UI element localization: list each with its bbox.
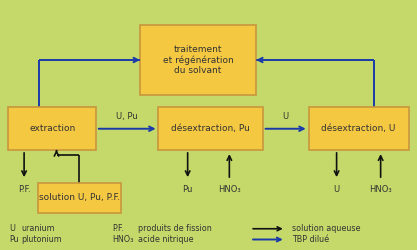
FancyBboxPatch shape	[38, 182, 121, 212]
Text: P.F.: P.F.	[18, 185, 30, 194]
Text: solution aqueuse: solution aqueuse	[292, 224, 360, 233]
Text: traitement
et régénération
du solvant: traitement et régénération du solvant	[163, 45, 234, 75]
Text: extraction: extraction	[29, 124, 75, 133]
Text: P.F.: P.F.	[113, 224, 124, 233]
Text: plutonium: plutonium	[22, 235, 63, 244]
FancyBboxPatch shape	[140, 25, 256, 95]
Text: acide nitrique: acide nitrique	[138, 235, 193, 244]
Text: produits de fission: produits de fission	[138, 224, 211, 233]
Text: uranium: uranium	[22, 224, 55, 233]
Text: solution U, Pu, P.F.: solution U, Pu, P.F.	[39, 193, 120, 202]
FancyBboxPatch shape	[8, 108, 96, 150]
Text: U, Pu: U, Pu	[116, 112, 138, 121]
FancyBboxPatch shape	[309, 108, 409, 150]
Text: désextraction, U: désextraction, U	[322, 124, 396, 133]
Text: U: U	[9, 224, 15, 233]
Text: TBP dilué: TBP dilué	[292, 235, 329, 244]
Text: U: U	[283, 112, 289, 121]
Text: HNO₃: HNO₃	[369, 185, 392, 194]
Text: HNO₃: HNO₃	[218, 185, 241, 194]
Text: Pu: Pu	[183, 185, 193, 194]
Text: U: U	[334, 185, 340, 194]
FancyBboxPatch shape	[158, 108, 263, 150]
Text: désextraction, Pu: désextraction, Pu	[171, 124, 250, 133]
Text: Pu: Pu	[9, 235, 19, 244]
Text: HNO₃: HNO₃	[113, 235, 134, 244]
